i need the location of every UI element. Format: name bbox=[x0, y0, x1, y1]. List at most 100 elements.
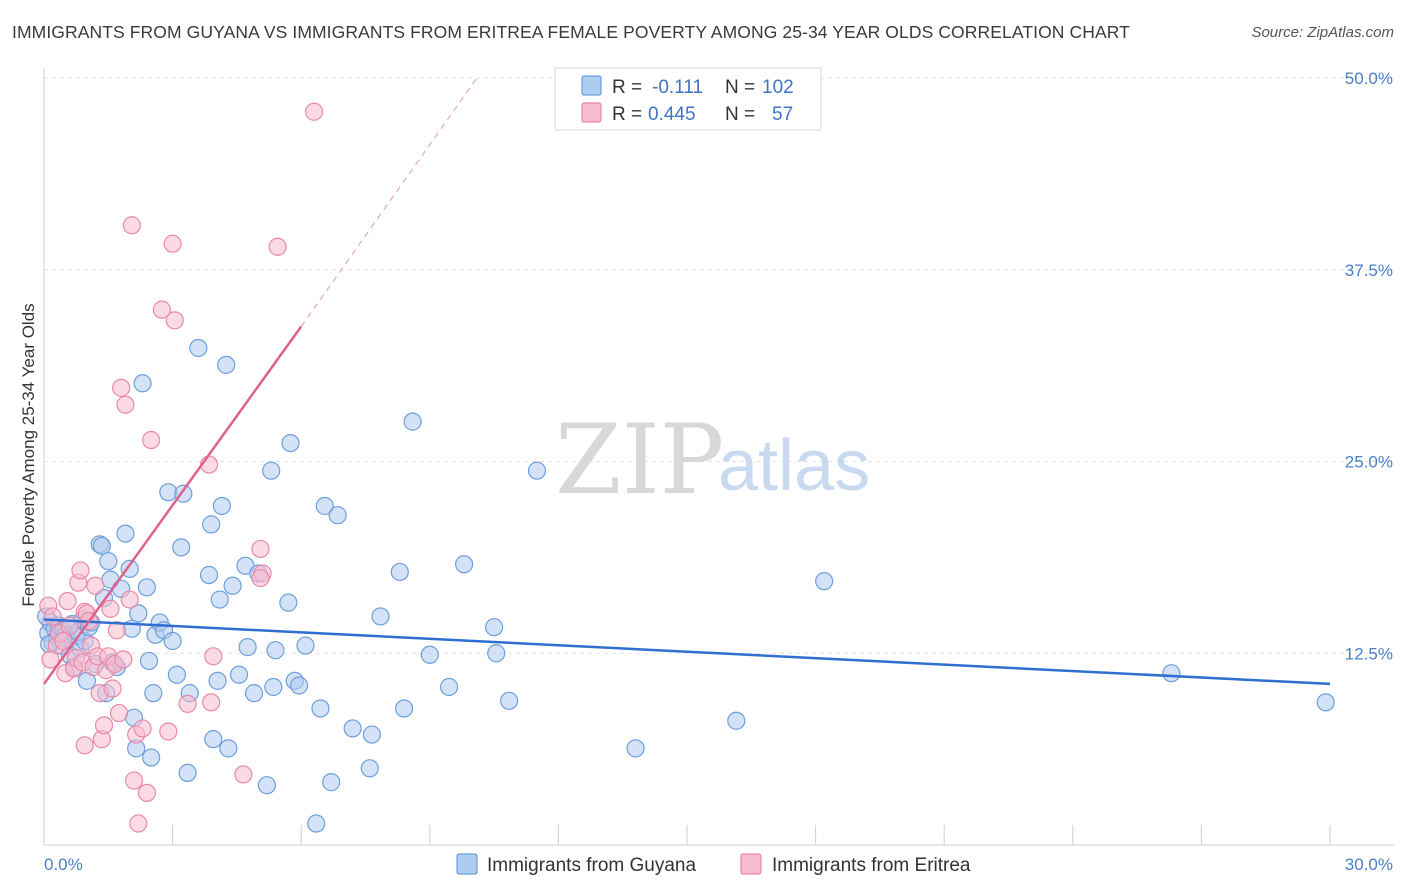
watermark-atlas: atlas bbox=[718, 426, 870, 506]
legend-r-value-eritrea: 0.445 bbox=[648, 104, 696, 125]
eritrea-point-42 bbox=[163, 234, 182, 253]
guyana-point-53 bbox=[199, 565, 219, 585]
guyana-point-81 bbox=[343, 719, 362, 738]
guyana-point-47 bbox=[167, 665, 186, 684]
guyana-point-57 bbox=[210, 590, 229, 609]
x-tick-labels: 0.0% 30.0% bbox=[44, 855, 1393, 874]
guyana-point-52 bbox=[189, 338, 208, 358]
y-tick-label-3: 50.0% bbox=[1345, 69, 1393, 88]
guyana-point-94 bbox=[527, 461, 547, 480]
guyana-point-89 bbox=[439, 677, 459, 697]
guyana-point-23 bbox=[92, 536, 111, 555]
guyana-point-54 bbox=[202, 515, 221, 534]
eritrea-point-37 bbox=[133, 719, 152, 738]
eritrea-point-29 bbox=[112, 378, 131, 397]
eritrea-point-32 bbox=[120, 590, 139, 609]
legend-r-label-guyana: R = bbox=[612, 77, 642, 98]
guyana-point-83 bbox=[362, 725, 382, 744]
legend-swatch-guyana bbox=[581, 75, 602, 96]
guyana-point-85 bbox=[390, 562, 409, 582]
guyana-point-32 bbox=[120, 559, 139, 578]
guyana-point-86 bbox=[394, 699, 414, 718]
eritrea-point-46 bbox=[202, 693, 221, 712]
legend-n-label-eritrea: N = bbox=[725, 104, 755, 125]
guyana-point-64 bbox=[238, 638, 257, 657]
guyana-point-93 bbox=[500, 691, 519, 710]
guyana-point-50 bbox=[178, 763, 197, 783]
eritrea-point-1 bbox=[43, 607, 62, 626]
eritrea-point-48 bbox=[234, 765, 253, 784]
eritrea-point-53 bbox=[304, 102, 324, 121]
guyana-point-96 bbox=[727, 711, 746, 730]
guyana-point-71 bbox=[279, 593, 298, 612]
guyana-point-92 bbox=[487, 644, 506, 663]
series-eritrea-points bbox=[39, 102, 324, 833]
guyana-point-78 bbox=[315, 496, 334, 516]
x-tick-label-1: 30.0% bbox=[1345, 855, 1393, 874]
source-credit: Source: ZipAtlas.com bbox=[1251, 24, 1394, 41]
guyana-point-60 bbox=[219, 739, 238, 758]
guyana-point-90 bbox=[454, 555, 474, 574]
guyana-point-55 bbox=[204, 730, 223, 749]
y-tick-label-1: 25.0% bbox=[1345, 453, 1393, 472]
guyana-point-79 bbox=[322, 773, 341, 792]
bottom-legend-label-guyana: Immigrants from Guyana bbox=[487, 855, 696, 876]
eritrea-point-56 bbox=[109, 703, 129, 723]
eritrea-point-6 bbox=[58, 591, 77, 611]
guyana-point-62 bbox=[229, 665, 249, 684]
y-tick-label-0: 12.5% bbox=[1345, 644, 1393, 663]
bottom-legend-swatch-eritrea bbox=[740, 853, 762, 875]
legend-n-value-guyana: 102 bbox=[762, 77, 794, 98]
guyana-point-67 bbox=[257, 776, 277, 795]
y-tick-label-2: 37.5% bbox=[1345, 261, 1393, 280]
guyana-point-46 bbox=[163, 631, 182, 651]
eritrea-point-22 bbox=[94, 716, 114, 735]
eritrea-point-50 bbox=[251, 568, 270, 588]
eritrea-point-11 bbox=[71, 561, 90, 580]
guyana-point-69 bbox=[264, 677, 283, 697]
guyana-point-74 bbox=[289, 676, 309, 695]
eritrea-point-40 bbox=[152, 300, 171, 319]
guyana-point-39 bbox=[139, 651, 159, 671]
guyana-point-36 bbox=[129, 604, 148, 623]
bottom-legend-swatch-guyana bbox=[456, 853, 478, 875]
guyana-point-59 bbox=[217, 355, 236, 374]
guyana-point-88 bbox=[420, 645, 439, 664]
legend-r-label-eritrea: R = bbox=[612, 104, 642, 125]
eritrea-point-26 bbox=[103, 679, 122, 698]
eritrea-point-54 bbox=[41, 650, 60, 669]
guyana-point-56 bbox=[208, 671, 227, 690]
legend-n-label-guyana: N = bbox=[725, 77, 755, 98]
eritrea-point-39 bbox=[142, 430, 161, 450]
guyana-point-97 bbox=[815, 572, 834, 591]
guyana-point-58 bbox=[212, 496, 231, 516]
guyana-point-95 bbox=[626, 739, 645, 758]
bottom-legend-label-eritrea: Immigrants from Eritrea bbox=[772, 855, 971, 876]
axes bbox=[43, 68, 1394, 846]
trend-line-guyana bbox=[43, 618, 1331, 686]
guyana-point-72 bbox=[281, 433, 300, 453]
eritrea-point-52 bbox=[251, 539, 270, 559]
eritrea-point-30 bbox=[114, 650, 133, 669]
eritrea-point-4 bbox=[54, 631, 73, 651]
y-tick-labels: 12.5% 25.0% 37.5% 50.0% bbox=[1345, 69, 1393, 663]
chart-title: IMMIGRANTS FROM GUYANA VS IMMIGRANTS FRO… bbox=[12, 22, 1130, 42]
eritrea-point-51 bbox=[268, 237, 287, 256]
trend-lines bbox=[42, 77, 1331, 686]
eritrea-point-34 bbox=[124, 771, 144, 790]
guyana-point-45 bbox=[159, 483, 178, 502]
guyana-point-68 bbox=[262, 461, 281, 480]
eritrea-point-18 bbox=[86, 576, 105, 595]
trend-line-eritrea-extension bbox=[300, 77, 478, 327]
guyana-point-40 bbox=[142, 748, 161, 767]
guyana-point-37 bbox=[133, 374, 152, 393]
guyana-point-70 bbox=[266, 641, 285, 660]
legend-n-value-eritrea: 57 bbox=[772, 104, 793, 125]
eritrea-point-44 bbox=[178, 694, 197, 713]
eritrea-point-28 bbox=[107, 621, 126, 640]
guyana-point-61 bbox=[223, 576, 242, 595]
guyana-point-41 bbox=[144, 684, 163, 703]
eritrea-point-38 bbox=[137, 783, 156, 802]
legend-r-value-guyana: -0.111 bbox=[652, 77, 703, 98]
